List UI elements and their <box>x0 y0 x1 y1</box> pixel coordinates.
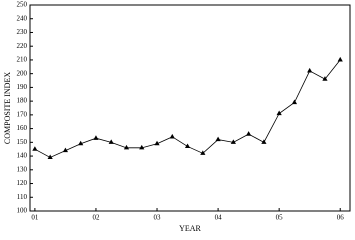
data-point <box>246 131 252 136</box>
data-point <box>261 139 267 144</box>
data-point <box>154 140 160 146</box>
data-point <box>337 56 343 62</box>
y-tick-label: 130 <box>17 165 28 173</box>
x-tick-label: 04 <box>215 214 223 222</box>
y-tick-label: 140 <box>17 152 28 160</box>
data-point <box>93 135 99 140</box>
data-point <box>230 139 236 144</box>
y-tick-label: 180 <box>17 97 28 105</box>
y-axis-label: COMPOSITE INDEX <box>3 72 12 144</box>
y-tick-label: 200 <box>17 69 28 77</box>
y-tick-label: 220 <box>17 42 28 50</box>
x-tick-label: 06 <box>337 214 345 222</box>
y-tick-label: 150 <box>17 138 28 146</box>
plot-frame <box>29 4 351 212</box>
data-point <box>123 144 130 150</box>
data-point <box>32 146 38 151</box>
y-tick-label: 240 <box>17 14 28 22</box>
data-point <box>215 136 221 142</box>
y-tick-label: 100 <box>17 207 28 215</box>
x-tick-label: 01 <box>31 214 39 222</box>
y-tick-label: 250 <box>17 1 28 9</box>
data-point <box>169 133 175 139</box>
y-tick-label: 120 <box>17 179 28 187</box>
x-tick-label: 05 <box>276 214 284 222</box>
y-tick-label: 110 <box>17 193 28 201</box>
y-tick-label: 160 <box>17 124 28 132</box>
x-tick-label: 03 <box>154 214 162 222</box>
data-point <box>62 147 69 153</box>
x-tick-label: 02 <box>92 214 100 222</box>
x-axis-label: YEAR <box>179 224 201 233</box>
data-point <box>276 110 282 116</box>
data-point <box>322 76 328 81</box>
data-point <box>108 139 114 144</box>
data-point <box>200 150 206 155</box>
y-tick-label: 170 <box>17 110 28 118</box>
y-tick-label: 190 <box>17 83 28 91</box>
data-point <box>47 154 53 160</box>
y-tick-label: 230 <box>17 28 28 36</box>
data-point <box>139 144 145 150</box>
data-point <box>291 99 298 105</box>
data-point <box>78 140 84 146</box>
data-point <box>307 67 313 73</box>
y-tick-label: 210 <box>17 56 28 64</box>
data-point <box>184 143 191 149</box>
